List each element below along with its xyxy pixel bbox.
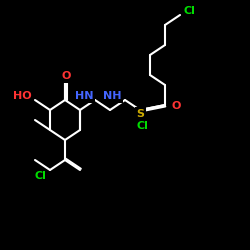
Text: O: O bbox=[171, 101, 180, 111]
Text: S: S bbox=[136, 109, 144, 119]
Text: Cl: Cl bbox=[34, 171, 46, 181]
Text: O: O bbox=[61, 71, 71, 81]
Text: Cl: Cl bbox=[136, 121, 148, 131]
Text: NH: NH bbox=[103, 91, 121, 101]
Text: HN: HN bbox=[75, 91, 94, 101]
Text: Cl: Cl bbox=[184, 6, 196, 16]
Text: HO: HO bbox=[12, 91, 31, 101]
